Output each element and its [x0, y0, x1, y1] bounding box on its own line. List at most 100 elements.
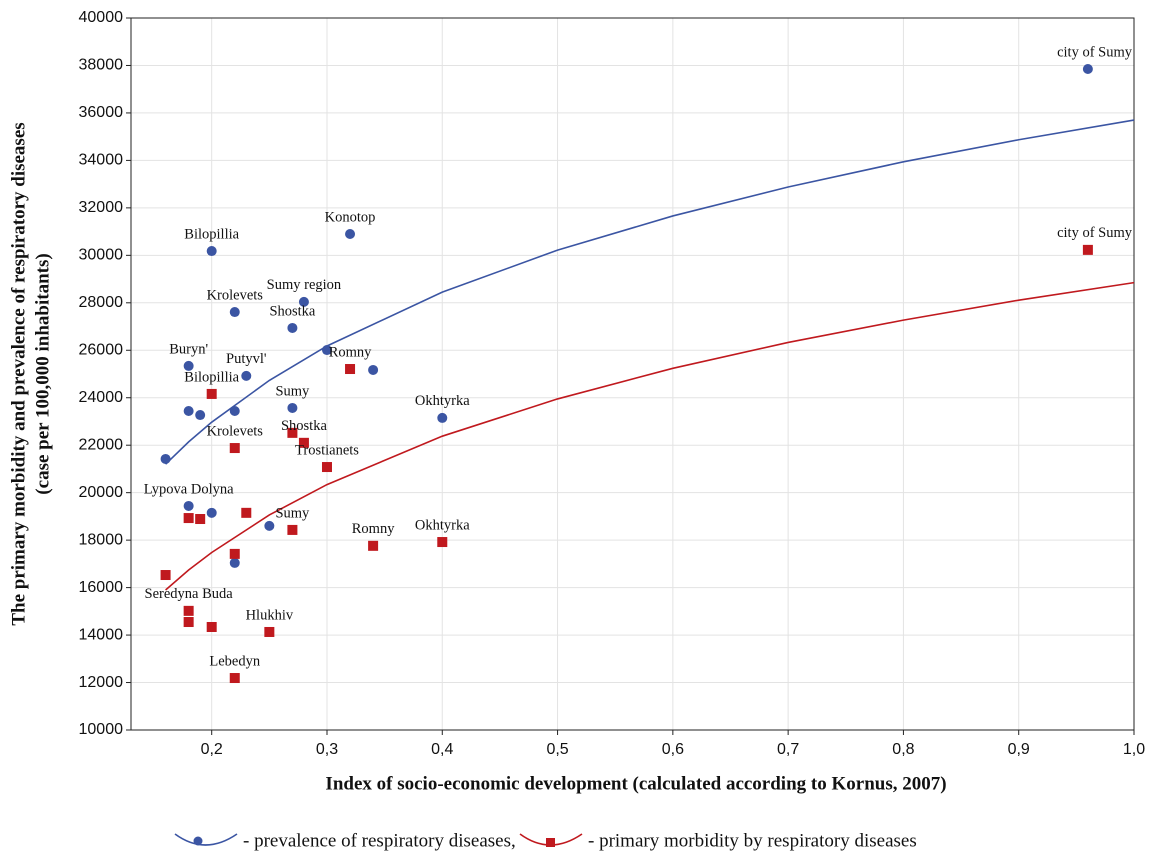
- x-tick-label: 0,7: [777, 741, 799, 758]
- point-label: Krolevets: [207, 423, 264, 439]
- y-tick-label: 24000: [79, 389, 124, 406]
- x-tick-label: 0,2: [201, 741, 223, 758]
- point: [241, 507, 252, 518]
- point: [368, 540, 379, 551]
- y-tick-label: 38000: [79, 57, 124, 74]
- legend-marker: [546, 838, 555, 847]
- y-tick-label: 18000: [79, 531, 124, 548]
- trend-line: [165, 281, 1135, 591]
- point-label: city of Sumy: [1057, 44, 1133, 60]
- point-label: Romny: [329, 344, 372, 360]
- point: [1082, 64, 1093, 75]
- y-tick-label: 32000: [79, 199, 124, 216]
- point: [264, 520, 275, 531]
- legend-marker: [193, 836, 203, 846]
- point-label: Konotop: [325, 209, 376, 225]
- point: [206, 621, 217, 632]
- y-tick-label: 36000: [79, 104, 124, 121]
- point-label: Hlukhiv: [246, 607, 294, 623]
- point: [195, 410, 206, 421]
- point-label: Okhtyrka: [415, 393, 470, 409]
- point-label: Sumy: [275, 383, 310, 399]
- point-label: Bilopillia: [184, 369, 239, 385]
- point-label: Okhtyrka: [415, 517, 470, 533]
- point-label: Sumy: [275, 505, 310, 521]
- y-tick-label: 40000: [79, 9, 124, 26]
- point: [206, 507, 217, 518]
- point-label: Sumy region: [267, 277, 342, 293]
- point: [368, 364, 379, 375]
- point: [345, 228, 356, 239]
- legend-line: [174, 833, 238, 846]
- point-label: Lebedyn: [209, 653, 260, 669]
- y-tick-label: 10000: [79, 721, 124, 738]
- point: [183, 360, 194, 371]
- x-tick-label: 0,3: [316, 741, 338, 758]
- point: [287, 524, 298, 535]
- point: [183, 406, 194, 417]
- point: [160, 453, 171, 464]
- point: [229, 673, 240, 684]
- point-label: Lypova Dolyna: [144, 481, 234, 497]
- point: [1082, 244, 1093, 255]
- y-tick-label: 20000: [79, 484, 124, 501]
- point: [229, 443, 240, 454]
- y-tick-label: 34000: [79, 152, 124, 169]
- point: [287, 427, 298, 438]
- y-tick-label: 12000: [79, 674, 124, 691]
- point: [206, 388, 217, 399]
- point: [195, 514, 206, 525]
- point-label: Shostka: [269, 303, 315, 319]
- point: [206, 246, 217, 257]
- point-label: Seredyna Buda: [145, 586, 234, 602]
- y-axis-title: The primary morbidity and prevalence of …: [8, 122, 29, 625]
- point: [298, 296, 309, 307]
- point: [321, 345, 332, 356]
- y-tick-label: 14000: [79, 626, 124, 643]
- legend-label: - primary morbidity by respiratory disea…: [588, 830, 917, 851]
- point: [241, 370, 252, 381]
- x-tick-label: 0,9: [1008, 741, 1030, 758]
- point-label: Krolevets: [207, 287, 264, 303]
- point: [160, 570, 171, 581]
- point: [229, 307, 240, 318]
- point-label: city of Sumy: [1057, 225, 1133, 241]
- point: [287, 322, 298, 333]
- trend-line: [165, 119, 1135, 465]
- point: [183, 513, 194, 524]
- point: [437, 537, 448, 548]
- x-tick-label: 0,4: [431, 741, 453, 758]
- y-axis-title-2: (case per 100,000 inhabitants): [32, 253, 53, 494]
- x-tick-label: 0,8: [892, 741, 914, 758]
- y-tick-label: 26000: [79, 341, 124, 358]
- point: [345, 364, 356, 375]
- y-tick-label: 16000: [79, 579, 124, 596]
- plot-frame: [130, 17, 1135, 731]
- point-label: Romny: [352, 521, 395, 537]
- x-tick-label: 0,5: [546, 741, 568, 758]
- x-axis-title: Index of socio-economic development (cal…: [325, 773, 946, 794]
- point: [229, 548, 240, 559]
- point: [298, 437, 309, 448]
- y-tick-label: 28000: [79, 294, 124, 311]
- y-tick-label: 30000: [79, 247, 124, 264]
- x-tick-label: 0,6: [662, 741, 684, 758]
- x-tick-label: 1,0: [1123, 741, 1145, 758]
- y-tick-label: 22000: [79, 436, 124, 453]
- legend-label: - prevalence of respiratory diseases,: [243, 830, 516, 851]
- point-label: Putyvl': [226, 351, 266, 367]
- point: [437, 412, 448, 423]
- point: [287, 402, 298, 413]
- point-label: Shostka: [281, 418, 327, 434]
- point: [264, 626, 275, 637]
- point-label: Trostianets: [295, 442, 359, 458]
- point: [229, 557, 240, 568]
- point: [183, 605, 194, 616]
- point: [183, 500, 194, 511]
- point-label: Buryn': [169, 341, 208, 357]
- point: [229, 406, 240, 417]
- point: [183, 617, 194, 628]
- point: [321, 462, 332, 473]
